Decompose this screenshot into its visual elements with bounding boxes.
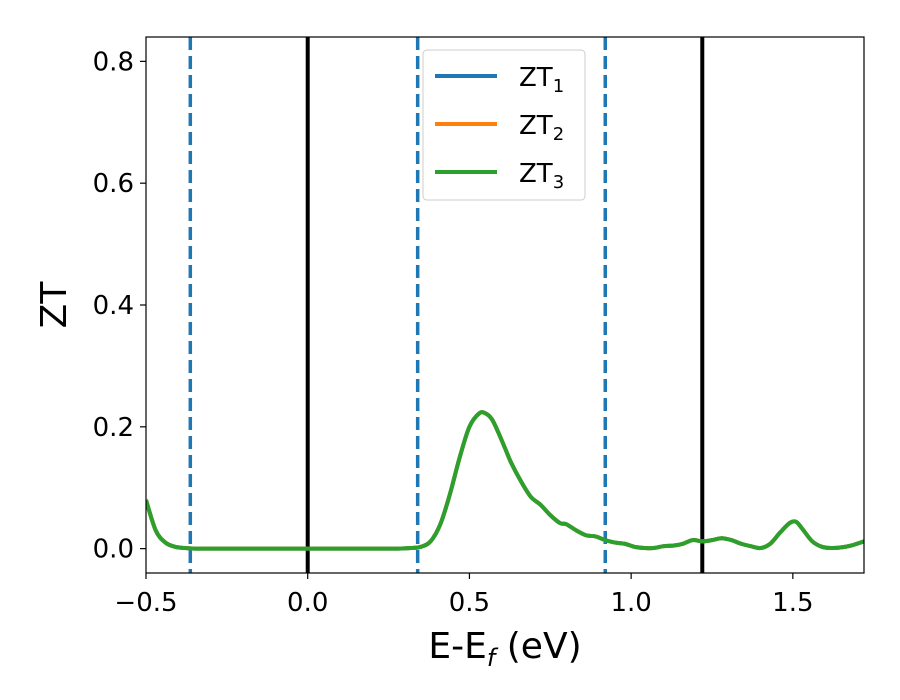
series-line-zt2 (146, 410, 864, 551)
legend-label-main: ZT (519, 159, 553, 189)
y-tick-label: 0.2 (93, 413, 134, 443)
legend-label-subscript: 2 (553, 124, 564, 145)
legend-label-subscript: 1 (553, 76, 564, 97)
x-tick-label: 0.0 (287, 588, 328, 618)
x-tick-label: 1.5 (772, 588, 813, 618)
series-line-zt1 (146, 410, 864, 551)
vertical-reference-lines (188, 37, 705, 573)
legend-label-zt1: ZT1 (519, 63, 564, 97)
x-axis-label: E-Ef (eV) (428, 626, 581, 672)
series-layer (146, 410, 864, 551)
legend-box (422, 49, 586, 201)
y-tick-label: 0.6 (93, 169, 134, 199)
legend-label-main: ZT (519, 111, 553, 141)
x-axis-label-main: E-E (428, 626, 486, 667)
series-line-zt3 (146, 410, 864, 551)
x-tick-label: 1.0 (610, 588, 651, 618)
legend-label-main: ZT (519, 63, 553, 93)
x-axis: −0.5 0.0 0.5 1.0 1.5 (114, 573, 814, 618)
x-tick-label: −0.5 (114, 588, 177, 618)
y-tick-label: 0.8 (93, 47, 134, 77)
y-axis: 0.0 0.2 0.4 0.6 0.8 (93, 47, 146, 565)
x-tick-label: 0.5 (449, 588, 490, 618)
y-tick-label: 0.0 (93, 535, 134, 565)
legend-label-zt3: ZT3 (519, 159, 564, 193)
y-tick-label: 0.4 (93, 291, 134, 321)
y-axis-label: ZT (34, 281, 75, 329)
legend-label-subscript: 3 (553, 172, 564, 193)
legend-label-zt2: ZT2 (519, 111, 564, 145)
x-axis-label-unit: (eV) (495, 626, 581, 667)
